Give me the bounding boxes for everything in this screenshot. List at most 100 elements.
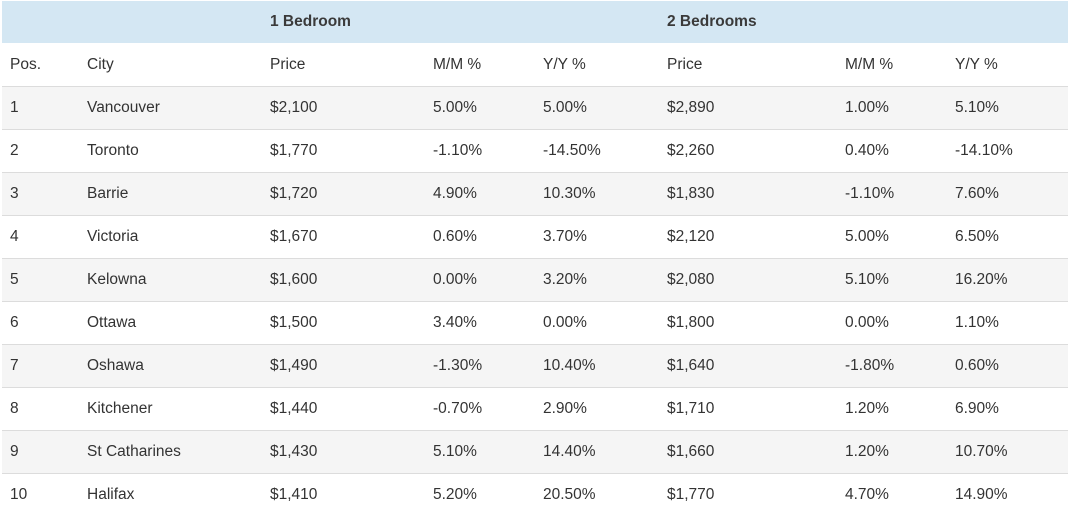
group-header-row: 1 Bedroom 2 Bedrooms: [2, 1, 1068, 43]
cell-city: Barrie: [79, 173, 262, 216]
cell-1br-yy: 10.30%: [535, 173, 659, 216]
cell-1br-price: $1,490: [262, 345, 425, 388]
cell-1br-price: $1,770: [262, 130, 425, 173]
cell-2br-mm: 0.00%: [837, 302, 947, 345]
cell-1br-yy: 2.90%: [535, 388, 659, 431]
cell-2br-yy: -14.10%: [947, 130, 1068, 173]
cell-2br-price: $2,890: [659, 87, 837, 130]
column-header-1br-mm: M/M %: [425, 43, 535, 87]
cell-1br-yy: -14.50%: [535, 130, 659, 173]
table-head: 1 Bedroom 2 Bedrooms Pos. City Price M/M…: [2, 1, 1068, 87]
cell-pos: 6: [2, 302, 79, 345]
cell-2br-yy: 16.20%: [947, 259, 1068, 302]
cell-2br-mm: 0.40%: [837, 130, 947, 173]
cell-pos: 3: [2, 173, 79, 216]
cell-1br-yy: 3.70%: [535, 216, 659, 259]
cell-city: Halifax: [79, 474, 262, 516]
cell-city: Kitchener: [79, 388, 262, 431]
cell-1br-mm: 0.60%: [425, 216, 535, 259]
cell-city: Oshawa: [79, 345, 262, 388]
cell-1br-mm: -1.10%: [425, 130, 535, 173]
cell-2br-price: $1,830: [659, 173, 837, 216]
column-header-1br-yy: Y/Y %: [535, 43, 659, 87]
cell-1br-mm: 4.90%: [425, 173, 535, 216]
cell-2br-price: $1,800: [659, 302, 837, 345]
cell-pos: 1: [2, 87, 79, 130]
cell-2br-price: $2,260: [659, 130, 837, 173]
cell-1br-price: $1,670: [262, 216, 425, 259]
column-header-2br-price: Price: [659, 43, 837, 87]
group-header-spacer: [2, 1, 262, 43]
column-header-2br-mm: M/M %: [837, 43, 947, 87]
cell-1br-mm: 0.00%: [425, 259, 535, 302]
cell-1br-price: $1,720: [262, 173, 425, 216]
cell-1br-yy: 5.00%: [535, 87, 659, 130]
cell-2br-mm: -1.80%: [837, 345, 947, 388]
cell-pos: 2: [2, 130, 79, 173]
cell-1br-yy: 0.00%: [535, 302, 659, 345]
cell-1br-yy: 3.20%: [535, 259, 659, 302]
column-header-city: City: [79, 43, 262, 87]
cell-2br-yy: 1.10%: [947, 302, 1068, 345]
cell-city: Ottawa: [79, 302, 262, 345]
cell-2br-price: $1,770: [659, 474, 837, 516]
cell-2br-mm: 1.20%: [837, 388, 947, 431]
cell-city: Victoria: [79, 216, 262, 259]
cell-1br-price: $1,440: [262, 388, 425, 431]
cell-2br-price: $2,080: [659, 259, 837, 302]
cell-1br-mm: 5.00%: [425, 87, 535, 130]
cell-pos: 4: [2, 216, 79, 259]
cell-2br-yy: 14.90%: [947, 474, 1068, 516]
cell-2br-price: $1,660: [659, 431, 837, 474]
cell-2br-yy: 5.10%: [947, 87, 1068, 130]
column-header-row: Pos. City Price M/M % Y/Y % Price M/M % …: [2, 43, 1068, 87]
group-header-one-bedroom: 1 Bedroom: [262, 1, 659, 43]
cell-1br-yy: 14.40%: [535, 431, 659, 474]
cell-1br-mm: -0.70%: [425, 388, 535, 431]
cell-2br-mm: 5.00%: [837, 216, 947, 259]
group-header-two-bedrooms: 2 Bedrooms: [659, 1, 1068, 43]
cell-2br-price: $2,120: [659, 216, 837, 259]
column-header-pos: Pos.: [2, 43, 79, 87]
cell-city: Vancouver: [79, 87, 262, 130]
cell-2br-yy: 7.60%: [947, 173, 1068, 216]
cell-2br-mm: 5.10%: [837, 259, 947, 302]
cell-1br-mm: 3.40%: [425, 302, 535, 345]
cell-pos: 7: [2, 345, 79, 388]
cell-city: Toronto: [79, 130, 262, 173]
cell-2br-yy: 0.60%: [947, 345, 1068, 388]
cell-1br-yy: 10.40%: [535, 345, 659, 388]
cell-2br-yy: 10.70%: [947, 431, 1068, 474]
cell-1br-price: $1,410: [262, 474, 425, 516]
cell-1br-price: $1,600: [262, 259, 425, 302]
cell-2br-mm: 1.00%: [837, 87, 947, 130]
cell-2br-mm: -1.10%: [837, 173, 947, 216]
cell-1br-mm: 5.20%: [425, 474, 535, 516]
cell-2br-price: $1,710: [659, 388, 837, 431]
cell-1br-mm: -1.30%: [425, 345, 535, 388]
cell-pos: 9: [2, 431, 79, 474]
cell-2br-yy: 6.50%: [947, 216, 1068, 259]
column-header-2br-yy: Y/Y %: [947, 43, 1068, 87]
cell-pos: 5: [2, 259, 79, 302]
cell-pos: 8: [2, 388, 79, 431]
cell-pos: 10: [2, 474, 79, 516]
cell-1br-price: $1,500: [262, 302, 425, 345]
cell-2br-mm: 1.20%: [837, 431, 947, 474]
cell-1br-price: $1,430: [262, 431, 425, 474]
cell-2br-price: $1,640: [659, 345, 837, 388]
cell-city: Kelowna: [79, 259, 262, 302]
column-header-1br-price: Price: [262, 43, 425, 87]
